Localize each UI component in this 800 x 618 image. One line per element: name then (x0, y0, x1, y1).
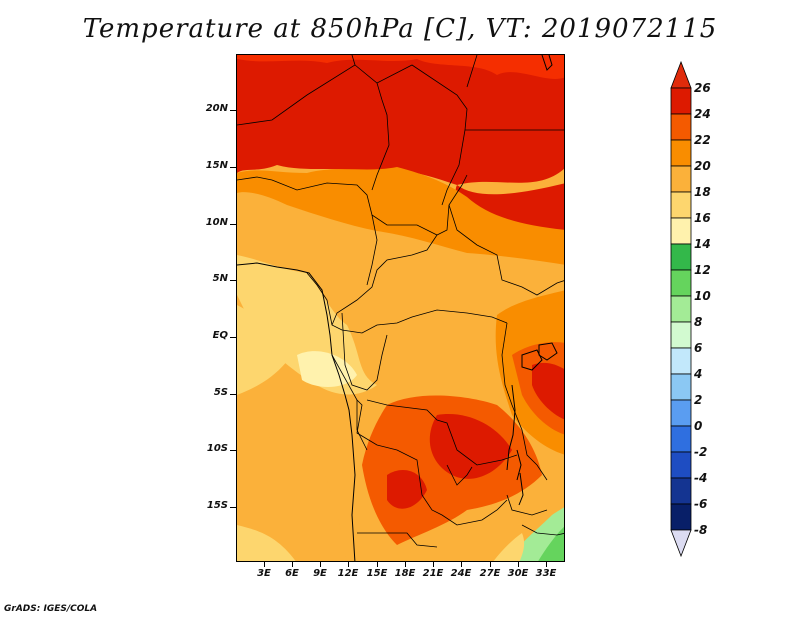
congo-pale-patch (297, 351, 357, 387)
lon-label-18e: 18E (394, 568, 416, 579)
colorbar-swatch (670, 425, 692, 453)
colorbar-label: 10 (694, 289, 711, 303)
lat-tick (230, 394, 236, 395)
lon-label-21e: 21E (422, 568, 444, 579)
colorbar-label: 12 (694, 263, 711, 277)
transition-band (237, 167, 564, 265)
lon-tick (490, 562, 491, 567)
colorbar-label: 4 (694, 367, 703, 381)
lat-tick (230, 280, 236, 281)
colorbar-label: 24 (694, 107, 711, 121)
lat-tick (230, 507, 236, 508)
colorbar-label: -8 (694, 523, 708, 537)
colorbar-swatch (670, 87, 692, 115)
temperature-map (236, 54, 565, 562)
lon-tick (405, 562, 406, 567)
country-borders (237, 55, 564, 548)
colorbar-swatch (670, 113, 692, 141)
colorbar-label: 26 (694, 81, 711, 95)
lon-tick (320, 562, 321, 567)
colorbar-over-triangle (670, 60, 692, 89)
colorbar-swatch (670, 295, 692, 323)
colorbar-swatch (670, 165, 692, 193)
colorbar-label: 0 (694, 419, 703, 433)
red-sea-coast (541, 55, 553, 71)
map-canvas (237, 55, 564, 561)
lat-label-5n: 5N (212, 273, 228, 284)
lon-tick (264, 562, 265, 567)
lat-tick (230, 450, 236, 451)
colorbar-swatch (670, 139, 692, 167)
south-cool-zone (237, 525, 296, 561)
zimbabwe-cool-zone (493, 533, 525, 561)
sudan-hot-zone (455, 183, 564, 230)
lat-label-10s: 10S (206, 443, 228, 454)
coastline (237, 262, 356, 561)
lon-label-6e: 6E (285, 568, 299, 579)
sahel-hot-zone (237, 55, 564, 185)
lat-tick (230, 167, 236, 168)
lakes (506, 342, 558, 506)
lat-tick (230, 337, 236, 338)
colorbar-label: 18 (694, 185, 711, 199)
colorbar-swatch (670, 347, 692, 375)
lat-label-20n: 20N (205, 103, 228, 114)
lon-label-15e: 15E (366, 568, 388, 579)
colorbar-label: -4 (694, 471, 708, 485)
lat-tick (230, 224, 236, 225)
lon-label-12e: 12E (337, 568, 359, 579)
colorbar-label: 20 (694, 159, 711, 173)
colorbar-swatch (670, 321, 692, 349)
colorbar-swatch (670, 269, 692, 297)
colorbar-label: 16 (694, 211, 711, 225)
lat-label-10n: 10N (205, 217, 228, 228)
colorbar-swatch (670, 477, 692, 505)
lon-label-9e: 9E (313, 568, 327, 579)
lon-tick (461, 562, 462, 567)
ocean-cool-zone (237, 305, 292, 395)
colorbar-swatch (670, 503, 692, 531)
lon-tick (292, 562, 293, 567)
lat-tick (230, 110, 236, 111)
colorbar-label: 22 (694, 133, 711, 147)
colorbar-swatch (670, 373, 692, 401)
lake-victoria-hot (532, 362, 564, 420)
colorbar-label: 14 (694, 237, 711, 251)
colorbar-swatch (670, 191, 692, 219)
lon-label-27e: 27E (479, 568, 501, 579)
lon-tick (377, 562, 378, 567)
colorbar-swatch (670, 451, 692, 479)
lat-label-eq: EQ (212, 330, 228, 341)
angola-peak-zone (387, 470, 427, 509)
lon-tick (348, 562, 349, 567)
lat-label-5s: 5S (213, 387, 228, 398)
colorbar-label: -6 (694, 497, 708, 511)
colorbar-swatch (670, 399, 692, 427)
lon-tick (518, 562, 519, 567)
lon-tick (546, 562, 547, 567)
colorbar (670, 60, 692, 558)
lat-label-15s: 15S (206, 500, 228, 511)
north-peak-zone (237, 55, 564, 79)
lon-label-24e: 24E (450, 568, 472, 579)
lon-label-33e: 33E (535, 568, 557, 579)
lat-label-15n: 15N (205, 160, 228, 171)
lon-label-30e: 30E (507, 568, 529, 579)
map-title: Temperature at 850hPa [C], VT: 201907211… (82, 14, 718, 44)
lon-label-3e: 3E (257, 568, 271, 579)
colorbar-label: -2 (694, 445, 708, 459)
colorbar-label: 2 (694, 393, 703, 407)
colorbar-label: 8 (694, 315, 703, 329)
lon-tick (433, 562, 434, 567)
colorbar-under-triangle (670, 529, 692, 558)
colorbar-swatch (670, 243, 692, 271)
zambia-peak-zone (429, 414, 512, 479)
southeast-cold-zone (538, 526, 564, 561)
footer-credit: GrADS: IGES/COLA (4, 604, 98, 614)
colorbar-swatch (670, 217, 692, 245)
colorbar-label: 6 (694, 341, 703, 355)
southwest-zone (237, 435, 347, 561)
